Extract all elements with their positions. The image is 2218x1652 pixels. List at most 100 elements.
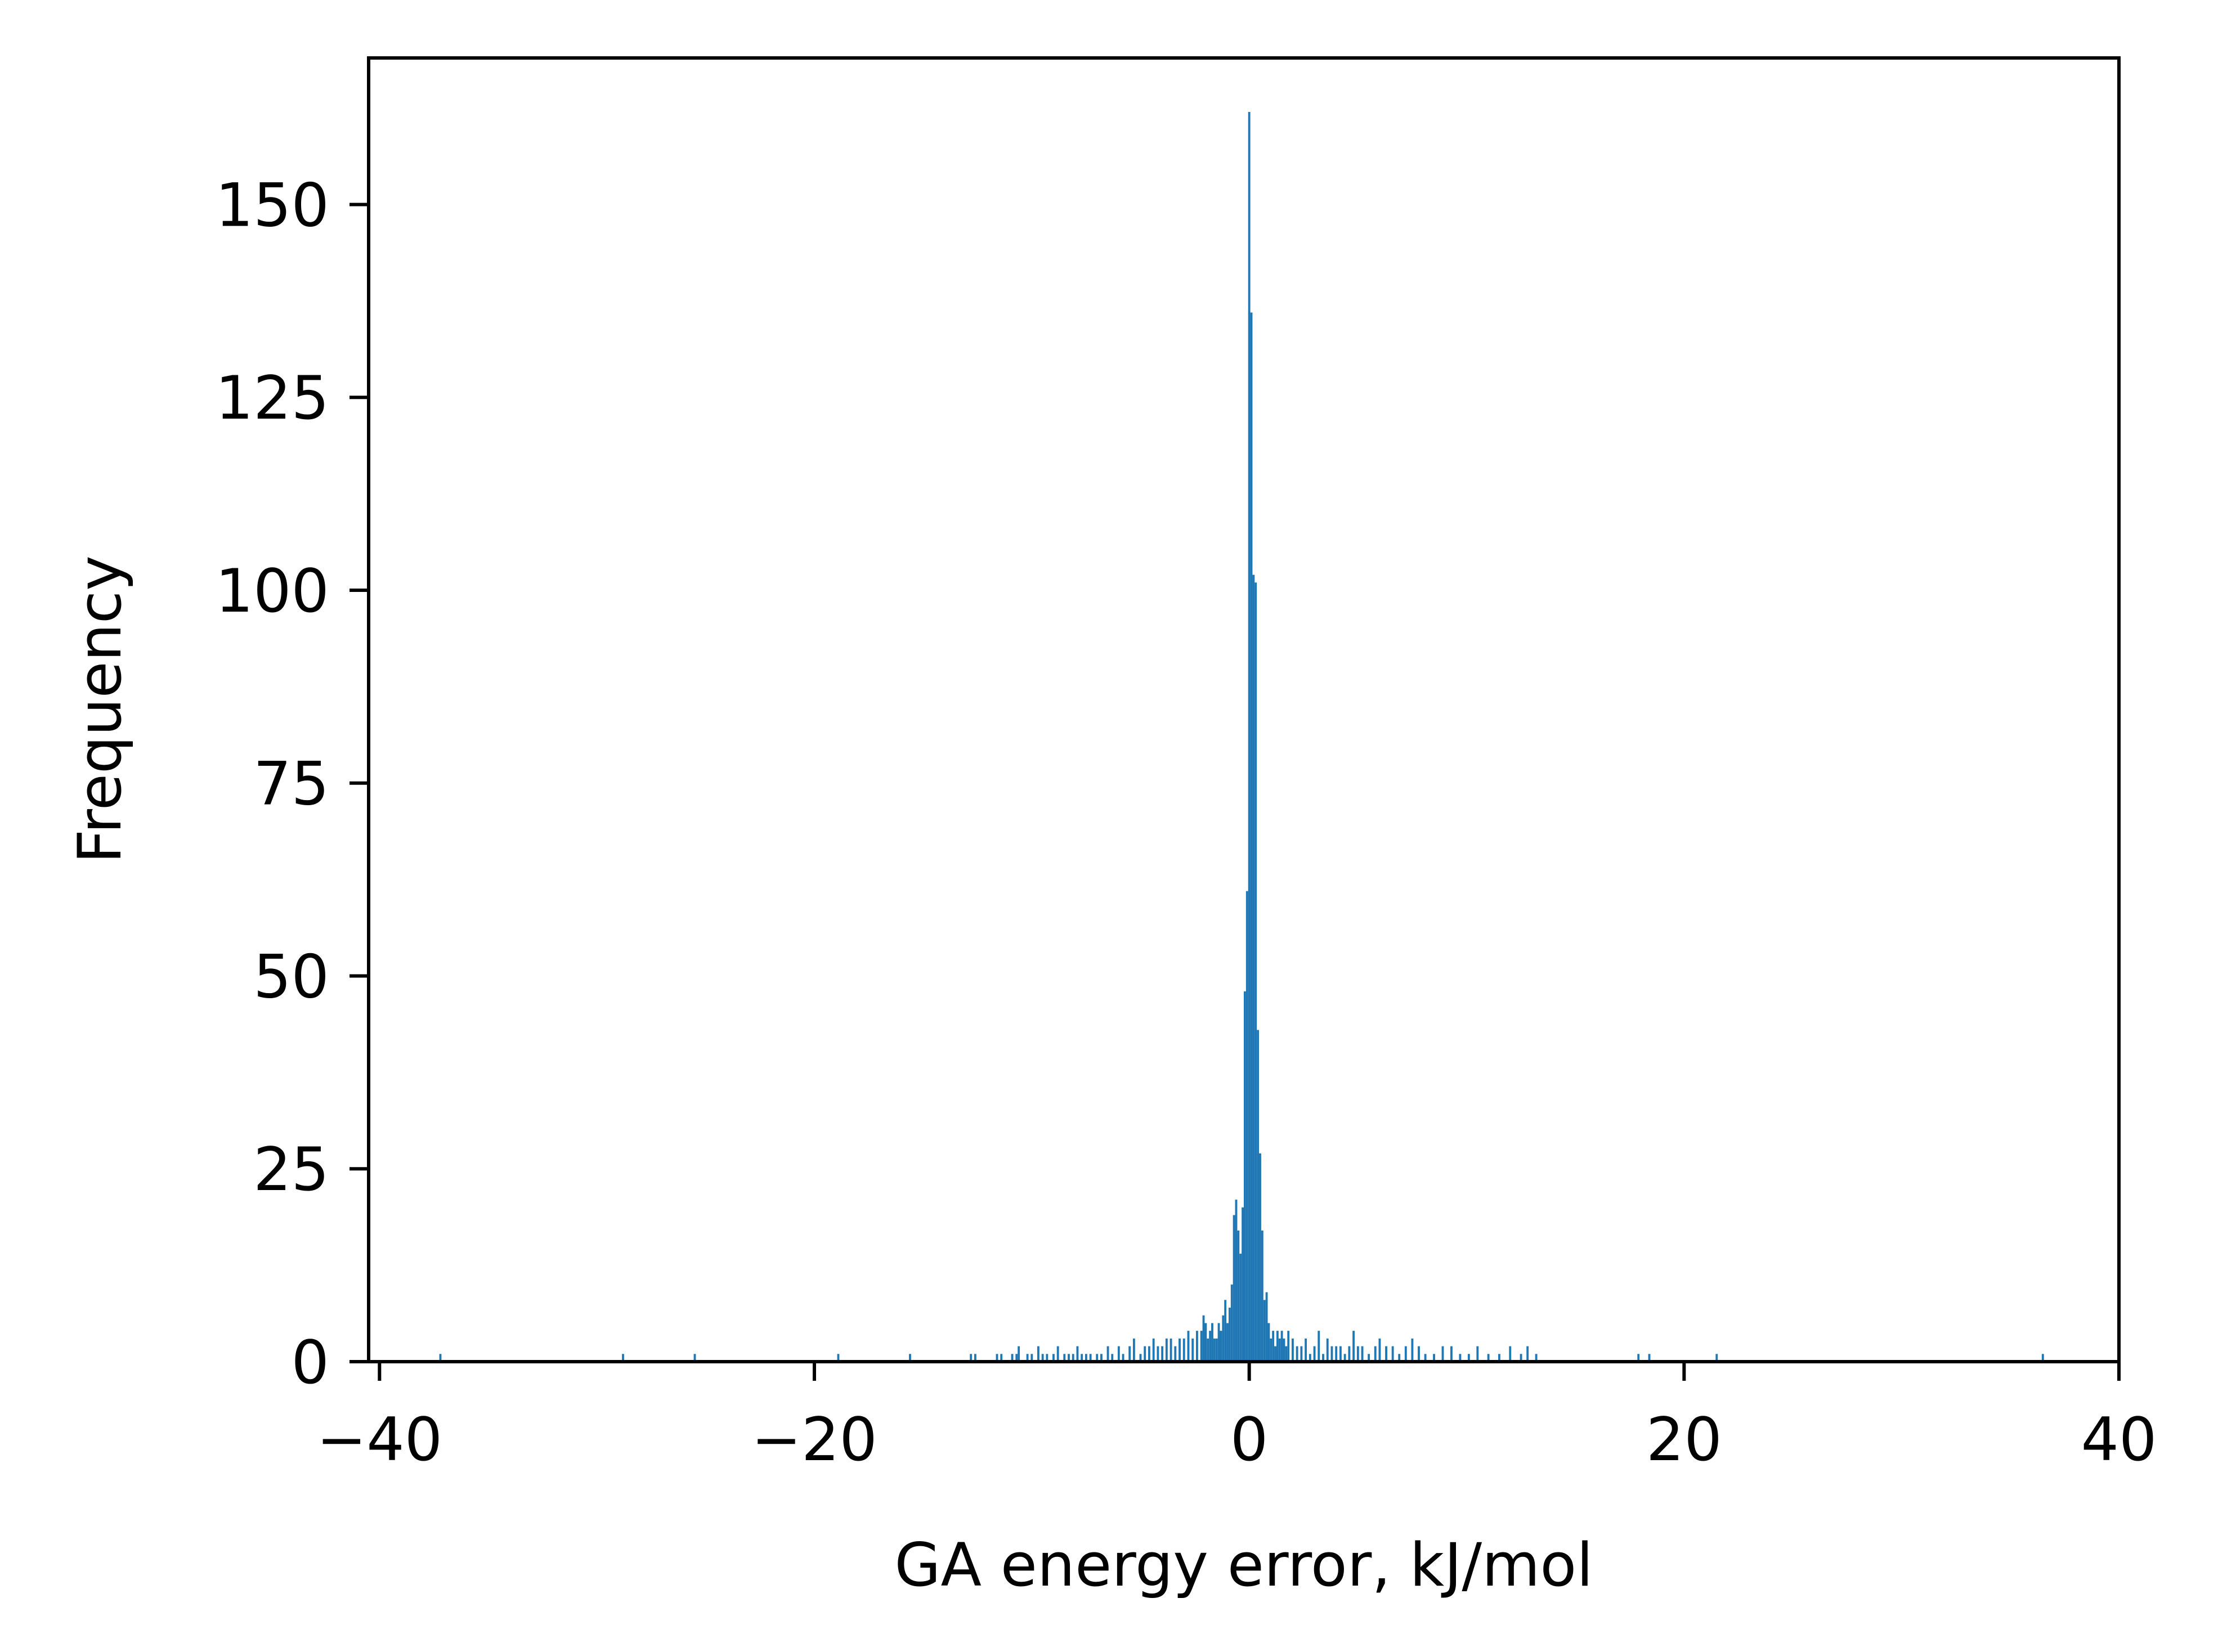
histogram-bar — [1248, 111, 1251, 1362]
histogram-bar — [996, 1354, 998, 1362]
histogram-bar — [1300, 1346, 1303, 1362]
histogram-bar — [1111, 1354, 1114, 1362]
histogram-bar — [1222, 1315, 1225, 1362]
histogram-bar — [1385, 1346, 1387, 1362]
histogram-bar — [1441, 1346, 1444, 1362]
histogram-bar — [1459, 1354, 1462, 1362]
histogram-bar — [1356, 1346, 1359, 1362]
histogram-bar — [1228, 1308, 1231, 1362]
histogram-bar — [1326, 1338, 1329, 1362]
histogram-bar — [1165, 1338, 1168, 1362]
histogram-bar — [1096, 1354, 1099, 1362]
histogram-bar — [1296, 1346, 1298, 1362]
histogram-bars — [439, 111, 2044, 1362]
histogram-bar — [439, 1354, 442, 1362]
histogram-bar — [1230, 1284, 1233, 1362]
histogram-bar — [1272, 1331, 1275, 1362]
histogram-bar — [1026, 1354, 1029, 1362]
histogram-bar — [1418, 1346, 1420, 1362]
histogram-bar — [1287, 1331, 1290, 1362]
histogram-bar — [1117, 1346, 1120, 1362]
histogram-bar — [1368, 1354, 1370, 1362]
histogram-bar — [1179, 1338, 1181, 1362]
histogram-bar — [1174, 1346, 1177, 1362]
histogram-bar — [1015, 1354, 1018, 1362]
histogram-bar — [1335, 1346, 1338, 1362]
histogram-bar — [1398, 1354, 1401, 1362]
histogram-bar — [1196, 1331, 1198, 1362]
histogram-bar — [1211, 1323, 1213, 1362]
histogram-bar — [1520, 1354, 1522, 1362]
histogram-bar — [1056, 1346, 1059, 1362]
y-tick-label: 125 — [216, 363, 329, 433]
histogram-bar — [1106, 1346, 1109, 1362]
histogram-bar — [1237, 1230, 1240, 1362]
histogram-bar — [1224, 1300, 1227, 1362]
histogram-bar — [1487, 1354, 1490, 1362]
histogram-bar — [1220, 1331, 1222, 1362]
histogram-bar — [1274, 1346, 1276, 1362]
histogram-bar — [1148, 1346, 1150, 1362]
histogram-bar — [1037, 1346, 1039, 1362]
histogram-bar — [1233, 1215, 1235, 1362]
plot-frame — [367, 56, 2121, 1363]
histogram-bar — [1374, 1346, 1377, 1362]
histogram-bar — [1467, 1354, 1470, 1362]
histogram-bar — [1063, 1354, 1066, 1362]
histogram-bar — [1715, 1354, 1718, 1362]
histogram-bar — [1411, 1338, 1414, 1362]
histogram-bar — [1170, 1338, 1172, 1362]
histogram-bar — [1526, 1346, 1529, 1362]
y-axis-label: Frequency — [65, 555, 135, 864]
histogram-bar — [1068, 1354, 1070, 1362]
histogram-bar — [1041, 1354, 1044, 1362]
histogram-bar — [1433, 1354, 1435, 1362]
histogram-bar — [1313, 1346, 1316, 1362]
histogram-bar — [1217, 1323, 1220, 1362]
histogram-bar — [1200, 1331, 1203, 1362]
histogram-bar — [1152, 1338, 1155, 1362]
histogram-bar — [1252, 574, 1255, 1362]
histogram-bar — [1276, 1331, 1279, 1362]
histogram-bar — [1309, 1354, 1311, 1362]
y-tick-label: 100 — [216, 556, 329, 626]
histogram-bar — [1081, 1354, 1083, 1362]
y-axis-ticks: 0 25 50 75 100 125 150 — [216, 170, 369, 1397]
histogram-bar — [1361, 1346, 1364, 1362]
histogram-bar — [1144, 1346, 1146, 1362]
histogram-bar — [1265, 1292, 1268, 1362]
histogram-bar — [1239, 1254, 1242, 1362]
histogram-bar — [1182, 1338, 1185, 1362]
histogram-bar — [1226, 1323, 1229, 1362]
x-tick-label: −40 — [316, 1405, 442, 1474]
histogram-bar — [1278, 1338, 1281, 1362]
histogram-bar — [1235, 1200, 1238, 1362]
histogram-bar — [1207, 1338, 1209, 1362]
histogram-bar — [1161, 1346, 1164, 1362]
histogram-bar — [1283, 1338, 1285, 1362]
histogram-bar — [1263, 1300, 1266, 1362]
y-tick-label: 150 — [216, 170, 329, 240]
histogram-bar — [1011, 1354, 1014, 1362]
histogram-bar — [1072, 1354, 1074, 1362]
y-tick-label: 25 — [253, 1135, 329, 1204]
histogram-bar — [1245, 891, 1248, 1362]
histogram-bar — [909, 1354, 911, 1362]
histogram-bar — [1318, 1331, 1320, 1362]
histogram-bar — [1259, 1153, 1261, 1362]
histogram-bar — [1242, 1207, 1244, 1362]
histogram-bar — [1285, 1346, 1288, 1362]
histogram-bar — [1280, 1331, 1283, 1362]
histogram-bar — [1128, 1346, 1131, 1362]
histogram-bar — [1291, 1338, 1294, 1362]
histogram-bar — [1305, 1338, 1307, 1362]
histogram-bar — [1202, 1315, 1205, 1362]
histogram-bar — [1191, 1338, 1194, 1362]
histogram-bar — [622, 1354, 624, 1362]
x-tick-label: 0 — [1230, 1405, 1268, 1474]
histogram-bar — [970, 1354, 973, 1362]
histogram-bar — [1157, 1346, 1159, 1362]
histogram-bar — [1213, 1338, 1216, 1362]
histogram-bar — [1076, 1346, 1079, 1362]
